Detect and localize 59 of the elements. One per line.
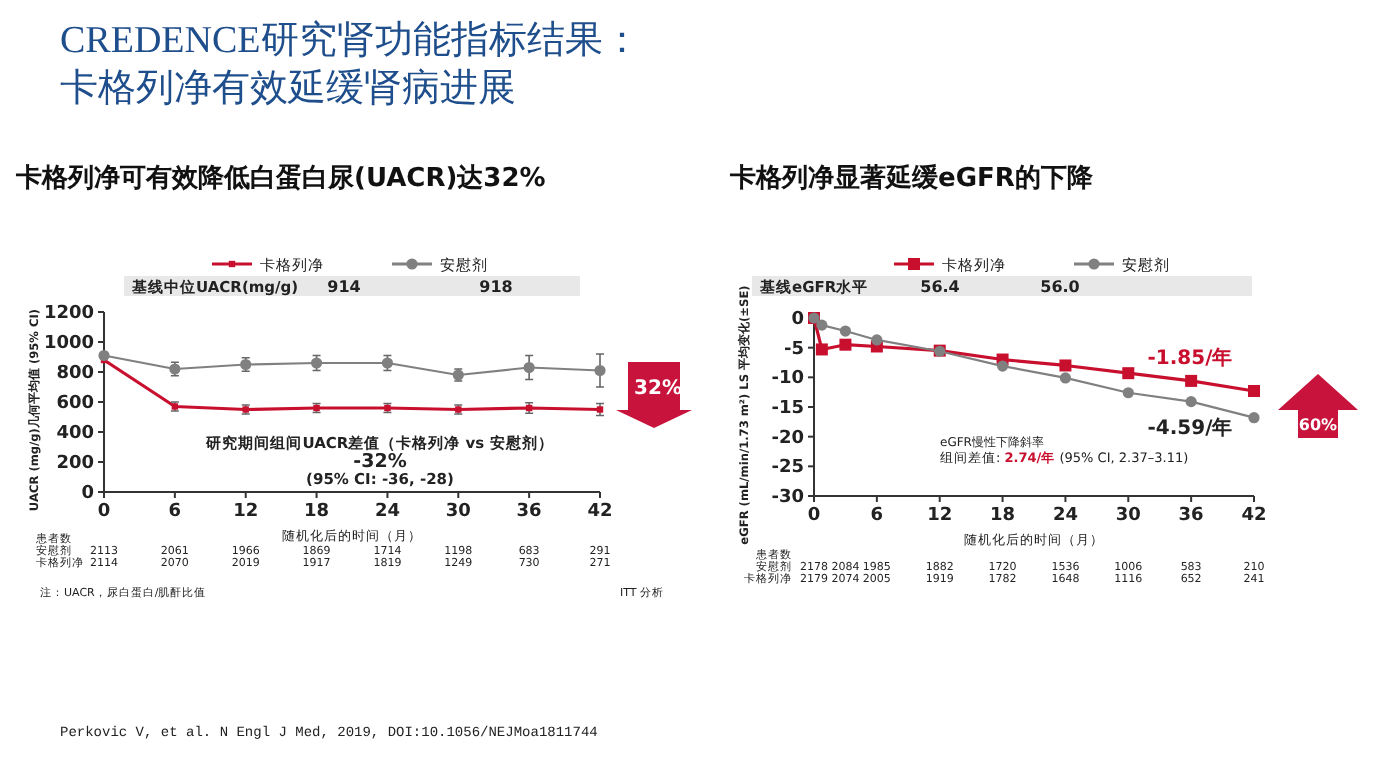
x-tick-label: 12 bbox=[927, 506, 953, 526]
y-tick-label: -5 bbox=[784, 339, 804, 360]
annotation: -4.59/年 bbox=[1147, 416, 1233, 440]
y-tick-label: -20 bbox=[771, 428, 804, 449]
y-tick-label: -25 bbox=[771, 458, 804, 479]
text: 56.0 bbox=[1040, 278, 1081, 296]
text: 32% bbox=[634, 378, 682, 400]
chart-title: 卡格列净显著延缓eGFR的下降 bbox=[728, 162, 1095, 194]
y-tick-label: 0 bbox=[791, 310, 804, 330]
point bbox=[839, 338, 852, 351]
x-tick-label: 36 bbox=[516, 502, 542, 522]
y-tick-label: -10 bbox=[771, 369, 804, 390]
text: 914 bbox=[327, 278, 362, 296]
point bbox=[1122, 367, 1135, 380]
x-tick-label: 6 bbox=[870, 506, 884, 526]
x-tick-label: 6 bbox=[168, 502, 182, 522]
x-tick-label: 42 bbox=[1241, 506, 1267, 526]
text: 60% bbox=[1298, 416, 1338, 434]
point bbox=[98, 349, 110, 362]
x-tick-label: 36 bbox=[1178, 506, 1204, 526]
y-tick-label: -30 bbox=[771, 488, 804, 508]
point bbox=[871, 334, 883, 346]
y-tick-label: 400 bbox=[56, 424, 94, 444]
y-tick-label: 800 bbox=[56, 364, 94, 384]
y-tick-label: 0 bbox=[81, 484, 94, 504]
x-tick-label: 30 bbox=[445, 502, 471, 522]
point bbox=[839, 325, 852, 337]
point bbox=[1059, 359, 1072, 372]
point bbox=[996, 360, 1009, 372]
point bbox=[1248, 412, 1260, 424]
point bbox=[523, 361, 535, 374]
chart-title: CREDENCE研究肾功能指标结果：卡格列净有效延缓肾病进展 bbox=[60, 18, 641, 110]
point bbox=[1059, 372, 1072, 384]
point bbox=[816, 319, 828, 331]
point bbox=[1122, 387, 1134, 399]
y-tick-label: -15 bbox=[771, 399, 804, 419]
point bbox=[1185, 396, 1197, 408]
point bbox=[1248, 384, 1260, 397]
text: 56.4 bbox=[920, 278, 961, 296]
point bbox=[594, 364, 606, 377]
x-tick-label: 0 bbox=[807, 506, 821, 526]
y-tick-label: 1000 bbox=[43, 334, 94, 354]
x-tick-label: 18 bbox=[304, 502, 330, 522]
y-tick-label: 600 bbox=[56, 394, 94, 414]
point bbox=[1185, 374, 1198, 387]
annotation: -32% bbox=[353, 451, 408, 473]
point bbox=[815, 343, 828, 356]
x-tick-label: 24 bbox=[374, 502, 400, 522]
x-tick-label: 30 bbox=[1115, 506, 1141, 526]
y-tick-label: 200 bbox=[56, 454, 94, 474]
x-tick-label: 42 bbox=[587, 502, 613, 522]
x-tick-label: 24 bbox=[1052, 506, 1078, 526]
x-tick-label: 0 bbox=[97, 502, 111, 522]
annotation: -1.85/年 bbox=[1147, 346, 1233, 370]
x-tick-label: 18 bbox=[990, 506, 1016, 526]
chart-subtitle: 卡格列净可有效降低白蛋白尿(UACR)达32% bbox=[14, 164, 546, 194]
x-tick-label: 12 bbox=[233, 502, 259, 522]
text: 918 bbox=[479, 278, 514, 296]
y-tick-label: 1200 bbox=[43, 304, 94, 324]
